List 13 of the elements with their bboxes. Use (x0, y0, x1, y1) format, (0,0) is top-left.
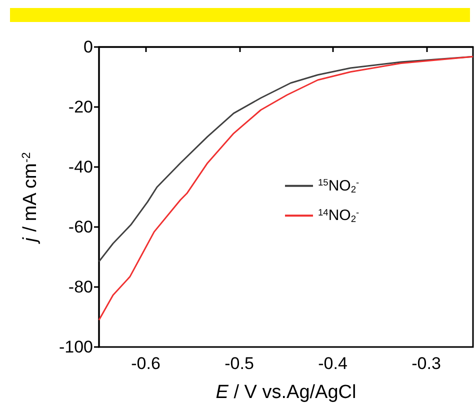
line-series (98, 56, 474, 321)
x-tick-label: -0.3 (412, 354, 441, 373)
x-tick-label: -0.4 (318, 354, 348, 373)
y-tick-label: -40 (68, 158, 93, 176)
y-tick-label: 0 (84, 38, 93, 56)
y-tick-label: -80 (68, 278, 93, 296)
y-tick-label: -20 (68, 98, 93, 116)
y-axis-title: j / mA cm-2 (20, 152, 42, 245)
x-axis-title: E / V vs.Ag/AgCl (216, 382, 356, 403)
x-tick-label: -0.5 (224, 354, 254, 373)
y-tick-label: -100 (58, 338, 93, 356)
x-tick-label: -0.6 (131, 354, 160, 373)
y-tick-label: -60 (68, 218, 93, 236)
